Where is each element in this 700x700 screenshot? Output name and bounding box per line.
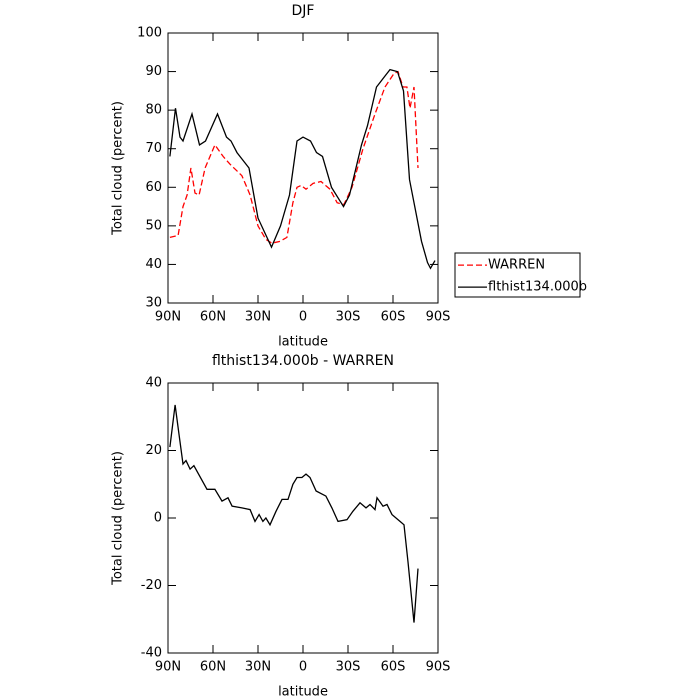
y-tick-label: 100 xyxy=(137,26,162,41)
y-tick-label: 20 xyxy=(145,443,162,458)
data-line xyxy=(169,70,419,244)
chart-title: flthist134.000b - WARREN xyxy=(212,353,394,369)
y-tick-label: 40 xyxy=(145,257,162,272)
legend-label: flthist134.000b xyxy=(488,280,587,295)
y-tick-label: -20 xyxy=(141,578,162,593)
x-tick-label: 30S xyxy=(336,660,361,675)
x-axis-label: latitude xyxy=(278,685,328,700)
x-tick-label: 30N xyxy=(245,310,271,325)
y-tick-label: 40 xyxy=(145,376,162,391)
y-tick-label: 90 xyxy=(145,64,162,79)
x-tick-label: 30S xyxy=(336,310,361,325)
y-tick-label: -40 xyxy=(141,646,162,661)
legend-label: WARREN xyxy=(488,258,545,273)
y-tick-label: 60 xyxy=(145,180,162,195)
plot-frame xyxy=(167,382,439,654)
x-axis-label: latitude xyxy=(278,335,328,350)
x-tick-label: 60S xyxy=(381,310,406,325)
legend-box xyxy=(454,252,581,298)
x-tick-label: 60N xyxy=(200,310,226,325)
chart-title: DJF xyxy=(292,3,315,19)
x-tick-label: 90S xyxy=(426,310,451,325)
y-tick-label: 70 xyxy=(145,141,162,156)
y-tick-label: 0 xyxy=(154,511,162,526)
x-tick-label: 90N xyxy=(155,660,181,675)
y-axis-label: Total cloud (percent) xyxy=(111,451,126,586)
y-tick-label: 30 xyxy=(145,296,162,311)
plot-frame xyxy=(167,32,439,304)
x-tick-label: 60N xyxy=(200,660,226,675)
x-tick-label: 0 xyxy=(299,660,307,675)
y-axis-label: Total cloud (percent) xyxy=(111,101,126,236)
x-tick-label: 60S xyxy=(381,660,406,675)
data-line xyxy=(169,404,419,623)
x-tick-label: 90N xyxy=(155,310,181,325)
x-tick-label: 90S xyxy=(426,660,451,675)
x-tick-label: 0 xyxy=(299,310,307,325)
data-line xyxy=(169,68,436,270)
y-tick-label: 80 xyxy=(145,103,162,118)
x-tick-label: 30N xyxy=(245,660,271,675)
y-tick-label: 50 xyxy=(145,218,162,233)
